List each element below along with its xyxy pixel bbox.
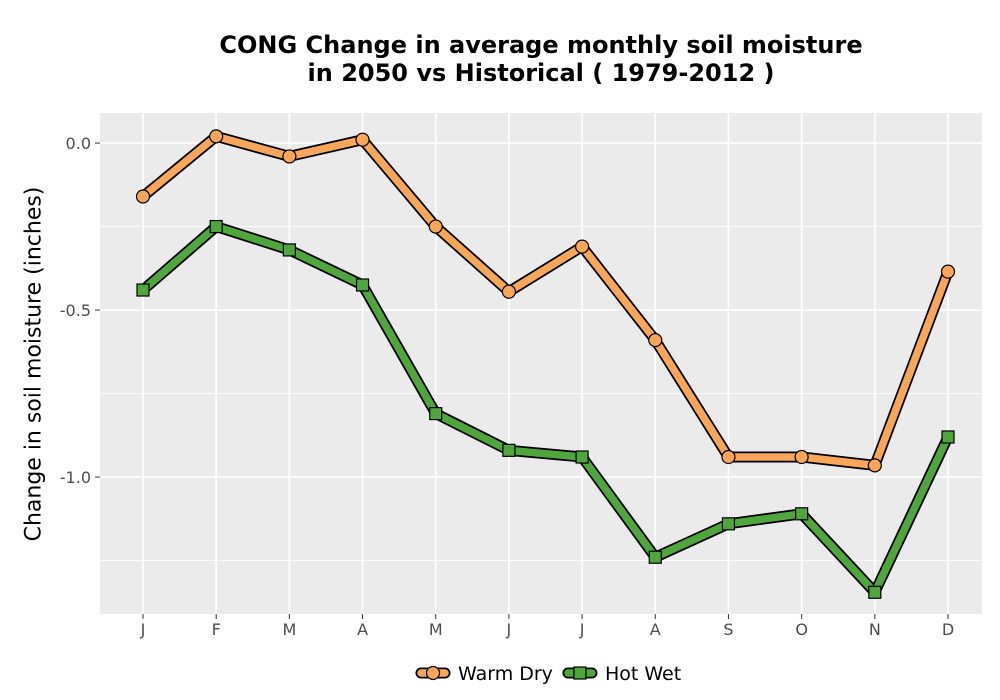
series-line-hot-wet: [139, 222, 952, 597]
series-line-warm-dry: [139, 132, 952, 470]
data-point-circle: [135, 189, 151, 204]
data-point-square: [868, 585, 882, 599]
x-tick-label: J: [140, 620, 146, 639]
x-tick-label: M: [282, 620, 296, 639]
data-point-circle: [209, 129, 224, 144]
data-point-circle: [501, 284, 517, 299]
y-tick-label: -1.0: [60, 468, 91, 487]
data-point-circle: [794, 449, 809, 465]
data-point-square: [136, 283, 150, 297]
data-point-square: [721, 517, 736, 531]
data-point-circle: [940, 264, 956, 279]
x-tick-label: A: [650, 620, 661, 639]
data-point-circle: [721, 449, 736, 465]
legend-item: Warm Dry: [415, 663, 553, 685]
y-tick-label: -0.5: [60, 301, 91, 320]
x-tick-label: A: [357, 620, 368, 639]
legend-key-circle: [425, 665, 441, 681]
data-point-square: [941, 430, 955, 444]
x-tick-label: J: [579, 620, 585, 639]
x-tick-label: J: [506, 620, 512, 639]
chart-title: CONG Change in average monthly soil mois…: [219, 31, 863, 59]
y-tick-label: 0.0: [66, 134, 91, 153]
data-point-square: [502, 443, 516, 457]
data-point-circle: [574, 239, 590, 254]
legend-key-square: [573, 666, 587, 680]
data-point-square: [282, 243, 296, 257]
data-point-square: [209, 219, 223, 234]
data-point-square: [429, 407, 443, 421]
legend-label: Hot Wet: [605, 663, 681, 685]
x-tick-label: N: [869, 620, 881, 639]
panel-background: [100, 113, 982, 614]
data-point-square: [355, 278, 370, 292]
data-point-square: [795, 507, 809, 521]
data-point-square: [648, 550, 662, 564]
data-point-circle: [648, 333, 663, 348]
x-tick-label: M: [429, 620, 443, 639]
x-tick-label: S: [723, 620, 733, 639]
chart-subtitle: in 2050 vs Historical ( 1979-2012 ): [307, 59, 775, 87]
data-point-circle: [428, 219, 443, 234]
data-point-circle: [867, 458, 882, 473]
data-point-circle: [282, 149, 297, 164]
data-point-square: [575, 450, 589, 464]
x-tick-label: F: [212, 620, 221, 639]
x-tick-label: D: [942, 620, 954, 639]
legend-label: Warm Dry: [458, 663, 553, 685]
data-point-circle: [355, 132, 370, 147]
x-tick-label: O: [795, 620, 808, 639]
legend-item: Hot Wet: [562, 663, 681, 685]
